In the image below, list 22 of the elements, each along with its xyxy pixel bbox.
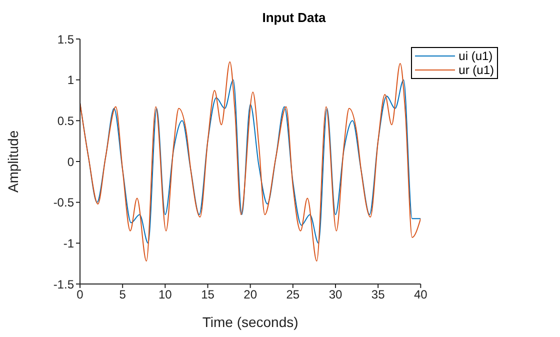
x-tick-label: 30: [328, 288, 342, 302]
y-axis-title: Amplitude: [4, 130, 21, 193]
chart-title: Input Data: [261, 10, 327, 25]
x-axis-title: Time (seconds): [202, 314, 298, 330]
y-tick-label: 0: [67, 154, 74, 169]
x-tick-label: 0: [76, 288, 84, 302]
y-tick-label: -1: [63, 236, 74, 250]
y-tick-label: 0.5: [57, 114, 74, 128]
legend-label: ur (u1): [458, 62, 494, 76]
x-tick-label: 20: [244, 288, 258, 302]
line-series: [80, 61, 421, 262]
x-tick-label: 35: [371, 288, 386, 302]
y-tick-label: -1.5: [53, 277, 74, 292]
x-tick-label: 15: [201, 288, 215, 302]
x-tick-label: 10: [158, 288, 172, 302]
legend-label: ui (u1): [458, 48, 493, 62]
y-tick-label: 1: [67, 73, 74, 88]
x-tick-label: 25: [286, 288, 300, 302]
x-tick-label: 40: [414, 288, 428, 302]
y-tick-label: 1.5: [57, 32, 74, 46]
y-tick-label: -0.5: [53, 196, 74, 210]
x-tick-label: 5: [119, 288, 126, 302]
